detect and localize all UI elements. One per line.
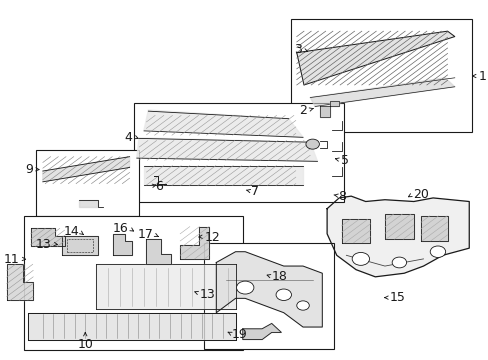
Text: 3: 3 [294,42,302,55]
Text: 17: 17 [138,228,153,241]
Polygon shape [144,166,303,185]
Polygon shape [243,323,281,339]
Polygon shape [216,252,322,327]
Text: 1: 1 [478,69,486,82]
Polygon shape [326,196,468,277]
Text: 11: 11 [4,253,20,266]
Polygon shape [296,31,454,85]
Polygon shape [113,234,132,255]
Circle shape [351,252,369,265]
Text: 20: 20 [412,188,428,201]
Text: 13: 13 [199,288,215,301]
Text: 19: 19 [231,328,247,341]
Circle shape [296,301,309,310]
Polygon shape [420,216,447,241]
Circle shape [236,281,253,294]
Bar [23,216,243,350]
Polygon shape [31,228,64,246]
Polygon shape [62,235,98,255]
Polygon shape [341,220,370,243]
Polygon shape [319,101,339,117]
Polygon shape [28,313,235,339]
Text: 4: 4 [124,131,132,144]
Polygon shape [309,78,454,107]
Text: 2: 2 [298,104,306,117]
Text: 8: 8 [338,190,346,203]
Circle shape [276,289,291,301]
Circle shape [391,257,406,268]
Bar [36,149,139,216]
Text: 12: 12 [204,231,220,244]
Text: 18: 18 [271,270,287,283]
Text: 13: 13 [36,238,51,251]
Text: 5: 5 [340,154,348,167]
Bar [134,103,343,202]
Text: 6: 6 [154,180,162,193]
Text: 15: 15 [389,291,405,304]
Polygon shape [43,157,129,182]
Polygon shape [180,226,209,259]
Circle shape [429,246,445,257]
Text: 14: 14 [63,225,79,238]
Circle shape [305,139,319,149]
Text: 10: 10 [77,338,93,351]
Polygon shape [384,214,413,239]
Polygon shape [7,264,33,300]
Polygon shape [96,264,235,309]
Text: 9: 9 [25,163,33,176]
Polygon shape [144,110,303,137]
Bar [290,19,471,132]
Polygon shape [146,239,170,264]
Polygon shape [137,138,317,161]
Bar [204,243,334,348]
Text: 16: 16 [113,222,128,235]
Text: 7: 7 [250,185,259,198]
Polygon shape [79,200,98,207]
